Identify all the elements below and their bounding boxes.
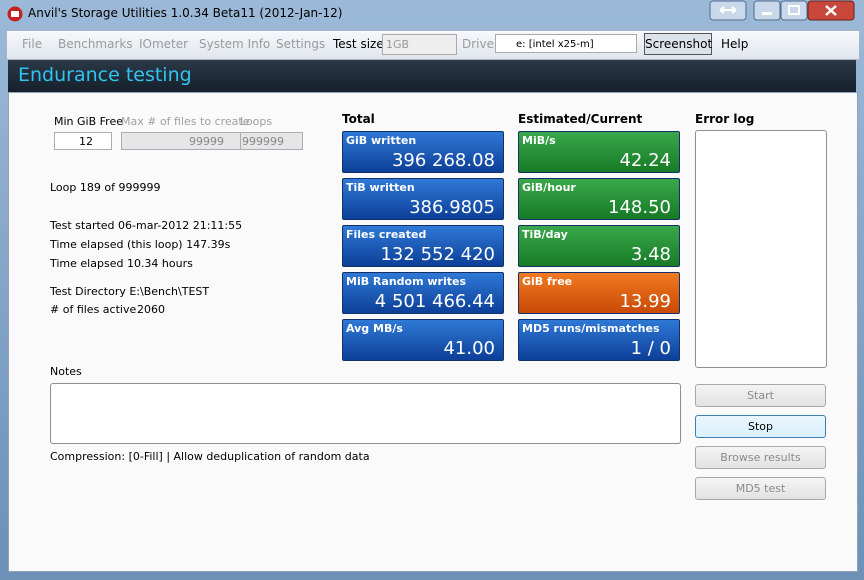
- column-heading: Estimated/Current: [518, 112, 643, 126]
- tile-value: 1 / 0: [630, 338, 671, 359]
- stat-tile: TiB/day 3.48: [518, 225, 680, 267]
- tile-label: Files created: [346, 228, 427, 241]
- field-label: Min GiB Free: [54, 115, 123, 128]
- tile-value: 41.00: [443, 338, 495, 359]
- tile-value: 148.50: [608, 197, 671, 218]
- notes-box[interactable]: [50, 383, 681, 444]
- tile-label: TiB/day: [522, 228, 568, 241]
- tile-label: TiB written: [346, 181, 415, 194]
- status-text: Time elapsed (this loop) 147.39s: [50, 238, 231, 251]
- tile-label: MiB/s: [522, 134, 556, 147]
- column-heading: Error log: [695, 112, 755, 126]
- tile-label: MiB Random writes: [346, 275, 467, 288]
- stat-tile: GiB/hour 148.50: [518, 178, 680, 220]
- stat-tile: GiB free 13.99: [518, 272, 680, 314]
- compression-text: Compression: [0-Fill] | Allow deduplicat…: [50, 450, 370, 463]
- menu-item[interactable]: Settings: [276, 37, 326, 51]
- tile-value: 396 268.08: [391, 150, 495, 171]
- status-text: 2060: [137, 303, 165, 316]
- tile-label: GiB/hour: [522, 181, 576, 194]
- stat-tile: MD5 runs/mismatches 1 / 0: [518, 319, 680, 361]
- tile-label: MD5 runs/mismatches: [522, 322, 660, 335]
- menu-item[interactable]: File: [22, 37, 43, 51]
- test-size-label: Test size: [333, 37, 384, 51]
- window-controls[interactable]: [708, 0, 858, 22]
- tile-value: 386.9805: [409, 197, 495, 218]
- app-icon: [7, 6, 23, 22]
- tile-value: 42.24: [619, 150, 671, 171]
- help-menu[interactable]: Help: [721, 37, 749, 51]
- drive-label: Drive: [462, 37, 494, 51]
- stat-tile: TiB written 386.9805: [342, 178, 504, 220]
- status-text: Test Directory E:\Bench\TEST: [50, 285, 210, 298]
- button[interactable]: Start: [695, 384, 826, 407]
- menu-item[interactable]: IOmeter: [139, 37, 189, 51]
- field-input[interactable]: 12: [54, 132, 112, 150]
- stat-tile: Files created 132 552 420: [342, 225, 504, 267]
- stat-tile: Avg MB/s 41.00: [342, 319, 504, 361]
- tile-value: 132 552 420: [380, 244, 495, 265]
- tile-value: 13.99: [619, 291, 671, 312]
- menu-item[interactable]: Benchmarks: [58, 37, 133, 51]
- button[interactable]: Stop: [695, 415, 826, 438]
- status-text: # of files active: [50, 303, 137, 316]
- tile-value: 4 501 466.44: [374, 291, 495, 312]
- test-size-select[interactable]: 1GB: [382, 34, 457, 55]
- status-text: Time elapsed 10.34 hours: [50, 257, 193, 270]
- button[interactable]: Browse results: [695, 446, 826, 469]
- stat-tile: GiB written 396 268.08: [342, 131, 504, 173]
- status-text: Loop 189 of 999999: [50, 181, 161, 194]
- tile-label: GiB written: [346, 134, 417, 147]
- field-input: 99999: [121, 132, 243, 150]
- header: Endurance testing: [8, 60, 856, 92]
- field-label: Max # of files to create: [121, 115, 250, 128]
- error-log: [695, 130, 827, 368]
- stat-tile: MiB Random writes 4 501 466.44: [342, 272, 504, 314]
- field-input: 999999: [240, 132, 303, 150]
- tile-value: 3.48: [630, 244, 671, 265]
- tile-label: Avg MB/s: [346, 322, 403, 335]
- button[interactable]: MD5 test: [695, 477, 826, 500]
- tile-label: GiB free: [522, 275, 573, 288]
- column-heading: Total: [342, 112, 375, 126]
- menu-item[interactable]: System Info: [199, 37, 271, 51]
- header-title: Endurance testing: [18, 64, 192, 86]
- status-text: Test started 06-mar-2012 21:11:55: [50, 219, 243, 232]
- window-title: Anvil's Storage Utilities 1.0.34 Beta11 …: [28, 6, 343, 20]
- notes-label: Notes: [50, 365, 82, 378]
- field-label: Loops: [240, 115, 273, 128]
- stat-tile: MiB/s 42.24: [518, 131, 680, 173]
- drive-select[interactable]: e: [intel x25-m]: [495, 34, 637, 53]
- screenshot-button[interactable]: Screenshot: [644, 33, 712, 55]
